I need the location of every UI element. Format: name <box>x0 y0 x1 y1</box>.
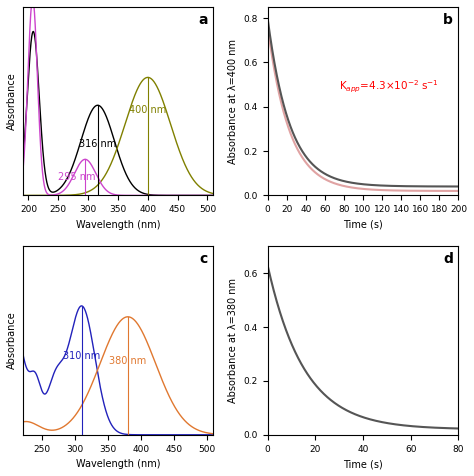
X-axis label: Time (s): Time (s) <box>343 459 383 469</box>
Y-axis label: Absorbance: Absorbance <box>7 72 17 130</box>
Text: 295 nm: 295 nm <box>58 172 96 182</box>
X-axis label: Wavelength (nm): Wavelength (nm) <box>76 459 160 469</box>
Text: 380 nm: 380 nm <box>109 357 146 367</box>
Y-axis label: Absorbance at λ=400 nm: Absorbance at λ=400 nm <box>228 39 238 164</box>
Text: 310 nm: 310 nm <box>63 351 100 361</box>
Text: K$_{app}$=4.3×10$^{-2}$ s$^{-1}$: K$_{app}$=4.3×10$^{-2}$ s$^{-1}$ <box>339 79 439 95</box>
Text: 400 nm: 400 nm <box>129 105 166 115</box>
X-axis label: Time (s): Time (s) <box>343 219 383 229</box>
Text: b: b <box>443 12 453 27</box>
Text: d: d <box>443 252 453 266</box>
Text: a: a <box>198 12 208 27</box>
Text: 316 nm: 316 nm <box>79 139 116 149</box>
Text: c: c <box>200 252 208 266</box>
X-axis label: Wavelength (nm): Wavelength (nm) <box>76 219 160 229</box>
Y-axis label: Absorbance at λ=380 nm: Absorbance at λ=380 nm <box>228 278 238 403</box>
Y-axis label: Absorbance: Absorbance <box>7 312 17 369</box>
